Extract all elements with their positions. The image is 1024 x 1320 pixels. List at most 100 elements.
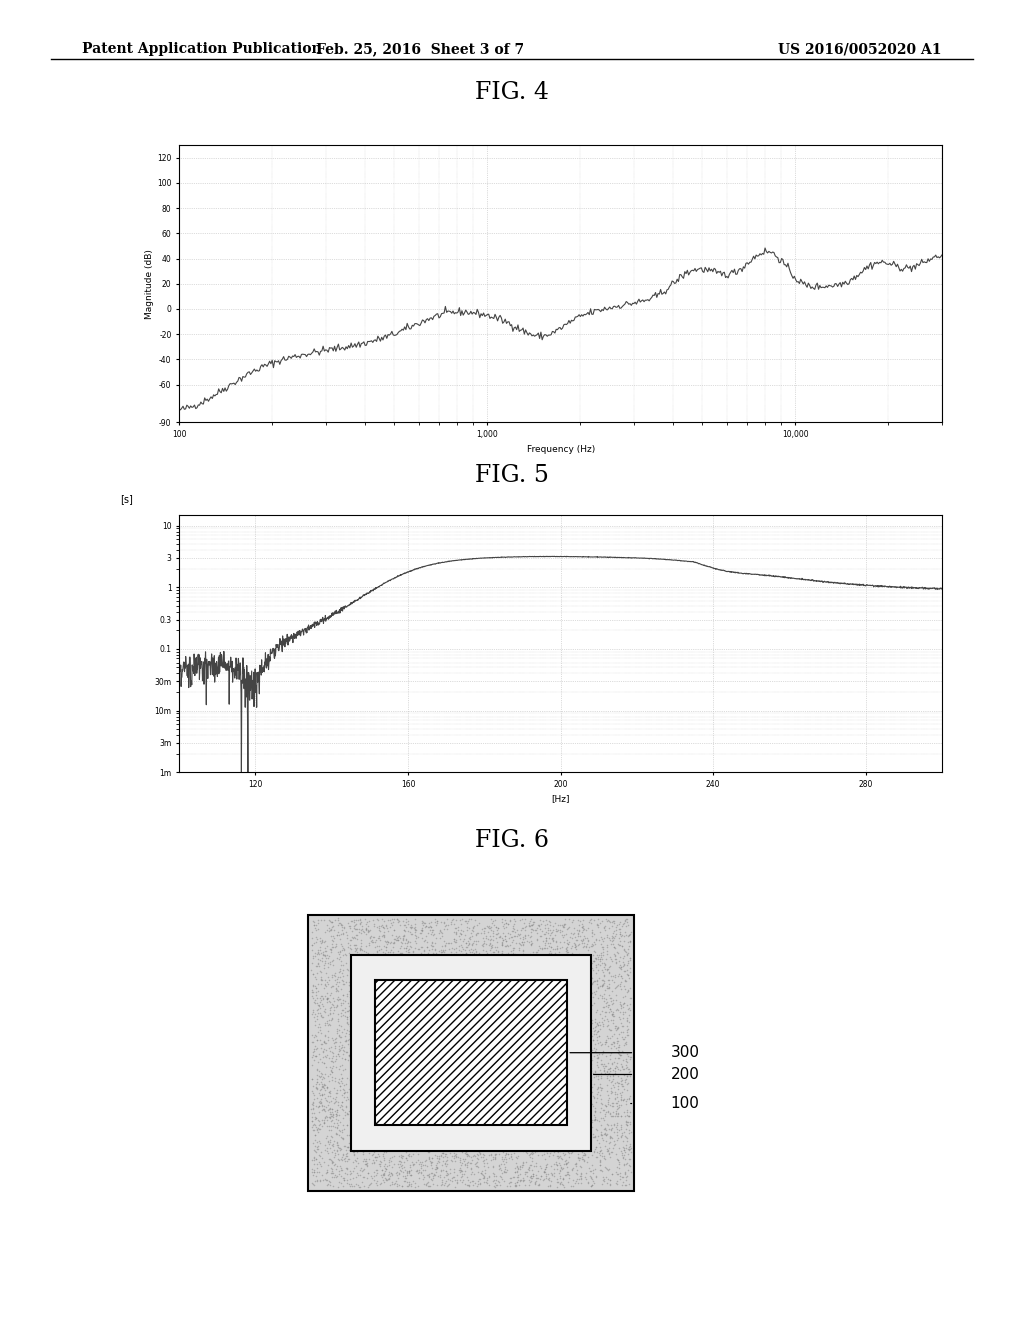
Point (339, 924, 355, 945)
Point (470, 1144, 486, 1166)
Point (484, 1147, 501, 1168)
Point (397, 1160, 414, 1181)
Point (623, 921, 639, 942)
Point (507, 1158, 523, 1179)
Point (309, 1069, 326, 1090)
Point (514, 927, 530, 948)
Point (330, 1137, 346, 1158)
Point (567, 1154, 584, 1175)
Point (565, 1170, 582, 1191)
Point (614, 1148, 631, 1170)
Point (397, 915, 414, 936)
Point (531, 919, 548, 940)
Point (588, 1023, 604, 1044)
Point (481, 917, 498, 939)
Point (397, 912, 414, 933)
Point (343, 962, 359, 983)
Point (595, 1041, 611, 1063)
Point (587, 1126, 603, 1147)
Point (589, 1027, 605, 1048)
Point (414, 928, 430, 949)
Point (588, 981, 604, 1002)
Point (554, 915, 570, 936)
Point (424, 939, 440, 960)
Point (340, 1028, 356, 1049)
Point (616, 1175, 633, 1196)
Point (528, 917, 545, 939)
Point (413, 942, 429, 964)
Point (316, 1098, 333, 1119)
Point (329, 968, 345, 989)
Point (336, 1135, 352, 1156)
Point (327, 1117, 343, 1138)
Point (335, 1100, 351, 1121)
Point (331, 944, 347, 965)
Point (304, 1172, 321, 1193)
Point (395, 1146, 412, 1167)
Point (538, 937, 554, 958)
Point (599, 997, 615, 1018)
Point (317, 950, 334, 972)
Point (423, 916, 439, 937)
Point (518, 915, 535, 936)
Point (589, 999, 605, 1020)
Point (333, 1148, 349, 1170)
Point (593, 1139, 609, 1160)
Point (370, 1160, 386, 1181)
Point (361, 927, 378, 948)
Point (590, 946, 606, 968)
Point (527, 1152, 544, 1173)
Point (324, 1167, 340, 1188)
Point (309, 962, 326, 983)
Point (461, 1176, 477, 1197)
Point (596, 1117, 612, 1138)
Point (335, 1039, 351, 1060)
Point (397, 1168, 414, 1189)
Point (392, 915, 409, 936)
Point (595, 1167, 611, 1188)
Point (480, 921, 497, 942)
Point (407, 917, 423, 939)
Point (322, 1173, 338, 1195)
Point (489, 940, 506, 961)
Point (604, 1093, 621, 1114)
Point (328, 973, 344, 994)
Point (397, 916, 414, 937)
Point (606, 912, 623, 933)
Point (331, 912, 347, 933)
Point (607, 1093, 624, 1114)
Point (338, 1143, 354, 1164)
Point (317, 931, 334, 952)
Point (584, 972, 600, 993)
Point (608, 1018, 625, 1039)
Point (526, 920, 543, 941)
Point (607, 1047, 624, 1068)
Point (364, 925, 380, 946)
Point (339, 1011, 355, 1032)
Point (623, 1114, 639, 1135)
Point (538, 913, 554, 935)
Point (622, 958, 638, 979)
Point (449, 923, 465, 944)
Point (601, 977, 617, 998)
Point (512, 1171, 528, 1192)
Point (336, 1040, 352, 1061)
Point (514, 928, 530, 949)
Point (595, 1040, 611, 1061)
Point (386, 928, 402, 949)
Point (464, 925, 480, 946)
Point (470, 1148, 486, 1170)
Point (600, 1088, 616, 1109)
Point (604, 925, 621, 946)
Point (463, 1147, 479, 1168)
Point (620, 1007, 636, 1028)
Point (385, 911, 401, 932)
Point (600, 1064, 616, 1085)
Point (425, 919, 441, 940)
Point (552, 1155, 568, 1176)
Point (329, 1082, 345, 1104)
Point (520, 1159, 537, 1180)
Point (323, 1090, 339, 1111)
Point (322, 1071, 338, 1092)
Point (545, 919, 561, 940)
